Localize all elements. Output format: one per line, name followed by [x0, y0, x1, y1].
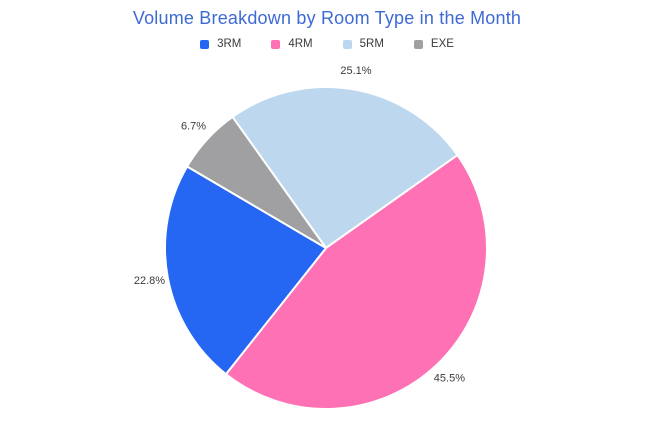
- legend-swatch-5RM: [342, 39, 352, 49]
- legend-label-5RM: 5RM: [359, 38, 384, 50]
- legend-label-4RM: 4RM: [288, 38, 313, 50]
- pie-value-label-4RM: 45.5%: [434, 372, 465, 384]
- legend-swatch-4RM: [271, 39, 281, 49]
- pie-value-label-5RM: 25.1%: [340, 65, 371, 77]
- pie-slice-4RM[interactable]: [224, 154, 488, 410]
- legend-label-3RM: 3RM: [217, 38, 242, 50]
- pie-value-label-EXE: 6.7%: [181, 121, 206, 133]
- legend-item-EXE[interactable]: EXE: [413, 38, 454, 50]
- pie-slice-5RM[interactable]: [231, 86, 459, 249]
- legend: 3RM 4RM 5RM EXE: [0, 38, 654, 50]
- legend-item-3RM[interactable]: 3RM: [200, 38, 241, 50]
- legend-swatch-3RM: [200, 39, 210, 49]
- legend-item-4RM[interactable]: 4RM: [271, 38, 313, 50]
- pie-value-label-3RM: 22.8%: [134, 275, 165, 287]
- pie-slice-3RM[interactable]: [164, 165, 327, 376]
- pie-slice-EXE[interactable]: [186, 115, 327, 249]
- legend-label-EXE: EXE: [430, 38, 454, 50]
- chart-title: Volume Breakdown by Room Type in the Mon…: [132, 8, 522, 28]
- legend-item-5RM[interactable]: 5RM: [342, 38, 384, 50]
- legend-swatch-EXE: [413, 39, 423, 49]
